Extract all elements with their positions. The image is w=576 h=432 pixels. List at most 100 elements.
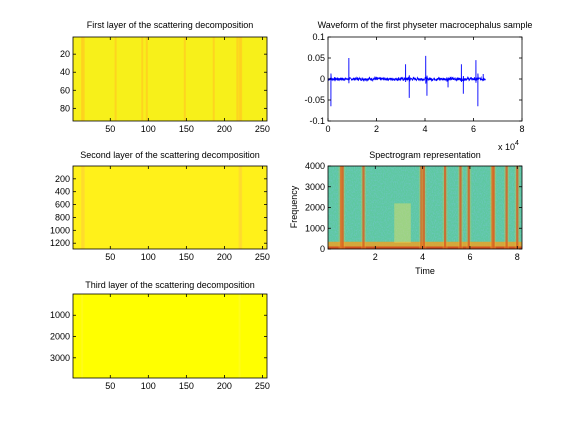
y-axis-ticks: 200 400 600 800 1000 1200 xyxy=(50,174,267,248)
x-axis-ticks: 50 100 150 200 250 xyxy=(105,37,270,134)
y-tick-label: 400 xyxy=(55,187,70,197)
panel-first-layer: First layer of the scattering decomposit… xyxy=(60,20,270,134)
x-axis-ticks: 50 100 150 200 250 xyxy=(105,166,270,262)
x-tick-label: 150 xyxy=(179,252,194,262)
x-axis-exponent: x 104 xyxy=(498,140,519,152)
spectrogram-stripe xyxy=(492,166,495,249)
panel-title: Third layer of the scattering decomposit… xyxy=(85,280,255,290)
heatmap-stripe xyxy=(238,166,241,249)
x-tick-label: 6 xyxy=(471,124,476,134)
panel-second-layer: Second layer of the scattering decomposi… xyxy=(50,150,270,262)
spectrogram-stripe-halo xyxy=(504,166,510,249)
spectrogram-stripe xyxy=(339,166,343,249)
y-tick-label: -0.05 xyxy=(304,95,325,105)
x-tick-label: 100 xyxy=(141,381,156,391)
heatmap-background xyxy=(73,37,267,121)
x-tick-label: 100 xyxy=(141,124,156,134)
y-axis-ticks: -0.1 -0.05 0 0.05 0.1 xyxy=(304,32,522,126)
spectrogram-noise xyxy=(328,166,522,249)
spectrogram-stripe xyxy=(341,166,344,249)
spectrogram-stripe xyxy=(459,166,462,249)
spectrogram-stripe-halo xyxy=(340,166,346,249)
y-axis-ticks: 1000 2000 3000 xyxy=(50,310,267,363)
low-frequency-band xyxy=(328,241,522,249)
axes-frame xyxy=(72,36,268,122)
panel-third-layer: Third layer of the scattering decomposit… xyxy=(50,280,270,391)
y-tick-label: 600 xyxy=(55,200,70,210)
x-axis-ticks: 50 100 150 200 250 xyxy=(105,294,270,391)
heatmap-stripes xyxy=(81,37,243,121)
y-tick-label: 80 xyxy=(60,103,70,113)
heatmap-stripe xyxy=(81,294,84,378)
spectrogram-stripe xyxy=(467,166,470,249)
heatmap-stripe xyxy=(240,166,243,249)
heatmap-stripe xyxy=(114,37,117,121)
spectrogram-stripe xyxy=(505,166,508,249)
x-tick-label: 2 xyxy=(374,124,379,134)
x-tick-label: 2 xyxy=(373,252,378,262)
y-tick-label: 3000 xyxy=(50,353,70,363)
heatmap-stripe xyxy=(183,37,186,121)
x-tick-label: 8 xyxy=(515,252,520,262)
spectrogram-stripe-halo xyxy=(421,166,427,249)
spectrogram-stripe-halo xyxy=(442,166,448,249)
x-exponent-power: 4 xyxy=(515,140,519,147)
heatmap-stripe xyxy=(240,37,243,121)
y-tick-label: -0.1 xyxy=(309,116,325,126)
heatmap-background xyxy=(73,294,267,378)
axes-frame xyxy=(72,165,268,250)
x-tick-label: 200 xyxy=(217,124,232,134)
y-tick-label: 2000 xyxy=(50,332,70,342)
y-tick-label: 20 xyxy=(60,49,70,59)
x-tick-label: 250 xyxy=(255,381,270,391)
panel-title: Second layer of the scattering decomposi… xyxy=(80,150,260,160)
y-tick-label: 3000 xyxy=(305,182,325,192)
y-axis-ticks: 20 40 60 80 xyxy=(60,49,267,113)
heatmap-stripes xyxy=(81,166,243,249)
y-tick-label: 4000 xyxy=(305,161,325,171)
spectrogram-stripe xyxy=(420,166,423,249)
x-tick-label: 4 xyxy=(420,252,425,262)
y-tick-label: 2000 xyxy=(305,203,325,213)
y-tick-label: 1000 xyxy=(50,310,70,320)
spectrogram-stripe-halo xyxy=(360,166,366,249)
y-tick-label: 0 xyxy=(320,244,325,254)
spectrogram-features xyxy=(328,166,522,249)
x-tick-label: 8 xyxy=(519,124,524,134)
x-tick-label: 50 xyxy=(105,381,115,391)
spectrogram-stripe-halo xyxy=(489,166,495,249)
x-exponent-base: x 10 xyxy=(498,142,515,152)
x-axis-ticks: 2 4 6 8 xyxy=(373,166,520,262)
heatmap-stripe xyxy=(238,294,241,378)
x-axis-ticks: 0 2 4 6 8 xyxy=(325,37,525,134)
y-tick-label: 1000 xyxy=(305,223,325,233)
x-tick-label: 250 xyxy=(255,124,270,134)
x-axis-label: Time xyxy=(415,266,435,276)
heatmap-stripe xyxy=(81,37,84,121)
x-tick-label: 4 xyxy=(422,124,427,134)
spectrogram-stripe xyxy=(444,166,447,249)
spectrogram-stripe-halo xyxy=(457,166,463,249)
y-tick-label: 1200 xyxy=(50,238,70,248)
y-tick-label: 1000 xyxy=(50,225,70,235)
spectrogram-stripe-halo xyxy=(418,166,424,249)
heatmap-stripe xyxy=(81,166,84,249)
spectrogram-stripe-halo xyxy=(491,166,497,249)
x-tick-label: 6 xyxy=(467,252,472,262)
y-tick-label: 40 xyxy=(60,67,70,77)
panel-title: Waveform of the first physeter macroceph… xyxy=(318,20,533,30)
heatmap-stripe xyxy=(82,37,85,121)
heatmap-stripes xyxy=(81,294,241,378)
heatmap-stripe xyxy=(141,37,144,121)
panel-spectrogram: Spectrogram representation 2 4 6 8 0 1000 200… xyxy=(289,150,523,276)
y-axis-ticks: 0 1000 2000 3000 4000 xyxy=(305,161,522,254)
spectrogram-stripe-halo xyxy=(338,166,344,249)
x-tick-label: 50 xyxy=(105,124,115,134)
y-tick-label: 200 xyxy=(55,174,70,184)
x-tick-label: 150 xyxy=(179,381,194,391)
panel-title: Spectrogram representation xyxy=(369,150,481,160)
x-tick-label: 100 xyxy=(141,252,156,262)
heatmap-stripe xyxy=(212,37,215,121)
low-frequency-band xyxy=(328,246,522,249)
